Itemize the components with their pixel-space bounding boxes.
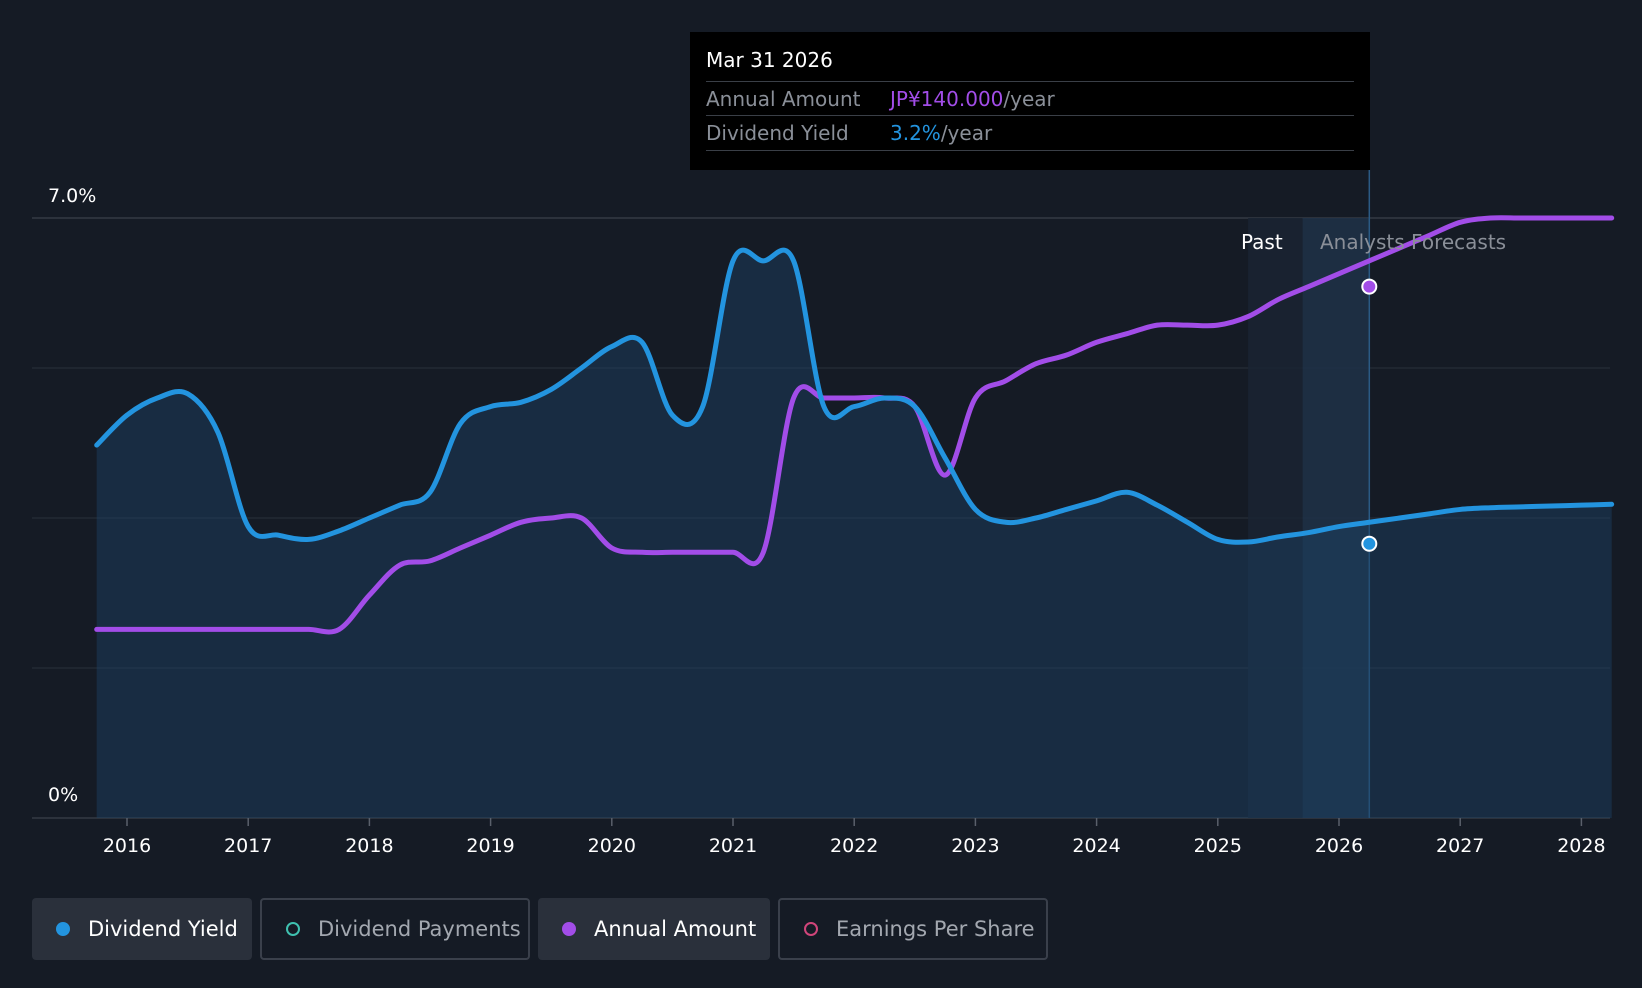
legend-dot-icon [562,922,576,936]
legend-annual-amount[interactable]: Annual Amount [538,898,770,960]
legend-ring-icon [804,922,818,936]
x-tick-label: 2016 [103,835,151,857]
legend-label: Dividend Yield [88,917,238,941]
tooltip-label: Annual Amount [706,87,861,111]
tooltip-unit: /year [940,121,993,145]
x-axis: 2016 2017 2018 2019 2020 2021 2022 2023 2024 2025… [103,818,1606,857]
legend-label: Earnings Per Share [836,917,1035,941]
forecast-label: Analysts Forecasts [1320,230,1506,254]
chart-tooltip: Mar 31 2026 Annual Amount JP¥140.000/yea… [690,32,1370,170]
x-tick-label: 2022 [830,835,878,857]
x-tick-label: 2027 [1436,835,1484,857]
chart-labels: 7.0% 0% Past Analysts Forecasts [48,185,1506,806]
highlight-markers [1361,278,1378,552]
tooltip-unit: /year [1003,87,1055,111]
tooltip-yield-value: 3.2% [890,121,941,145]
x-tick-label: 2021 [709,835,757,857]
tooltip-value: 3.2%/year [890,121,992,145]
y-axis-top-label: 7.0% [48,185,96,207]
dividend-yield-line [94,247,1615,545]
x-tick-label: 2023 [951,835,999,857]
tooltip-value: JP¥140.000/year [890,87,1055,111]
legend-label: Dividend Payments [318,917,521,941]
annual-amount-marker [1361,278,1378,295]
x-tick-label: 2024 [1072,835,1120,857]
yield-area [96,250,1612,818]
forecast-regions [1248,170,1371,818]
yield-area-fill [96,250,1612,818]
tooltip-date: Mar 31 2026 [706,48,833,72]
legend-dividend-yield[interactable]: Dividend Yield [32,898,252,960]
legend-dot-icon [56,922,70,936]
tooltip-label: Dividend Yield [706,121,849,145]
x-tick-label: 2028 [1557,835,1605,857]
x-tick-label: 2017 [224,835,272,857]
annual-amount-line [94,215,1615,635]
y-axis-bottom-label: 0% [48,784,78,806]
legend-dividend-payments[interactable]: Dividend Payments [260,898,530,960]
x-tick-label: 2026 [1315,835,1363,857]
x-tick-label: 2019 [466,835,514,857]
x-tick-label: 2018 [345,835,393,857]
tooltip-row-dividend-yield: Dividend Yield 3.2%/year [706,115,1354,151]
legend-earnings-per-share[interactable]: Earnings Per Share [778,898,1048,960]
legend-ring-icon [286,922,300,936]
series-lines [94,215,1615,635]
past-region [1248,218,1303,818]
dividend-yield-marker [1361,535,1378,552]
past-label: Past [1241,230,1283,254]
forecast-region [1302,218,1370,818]
tooltip-amount-value: JP¥140.000 [890,87,1004,111]
x-tick-label: 2025 [1194,835,1242,857]
legend-label: Annual Amount [594,917,757,941]
tooltip-row-annual-amount: Annual Amount JP¥140.000/year [706,81,1354,116]
x-tick-label: 2020 [588,835,636,857]
